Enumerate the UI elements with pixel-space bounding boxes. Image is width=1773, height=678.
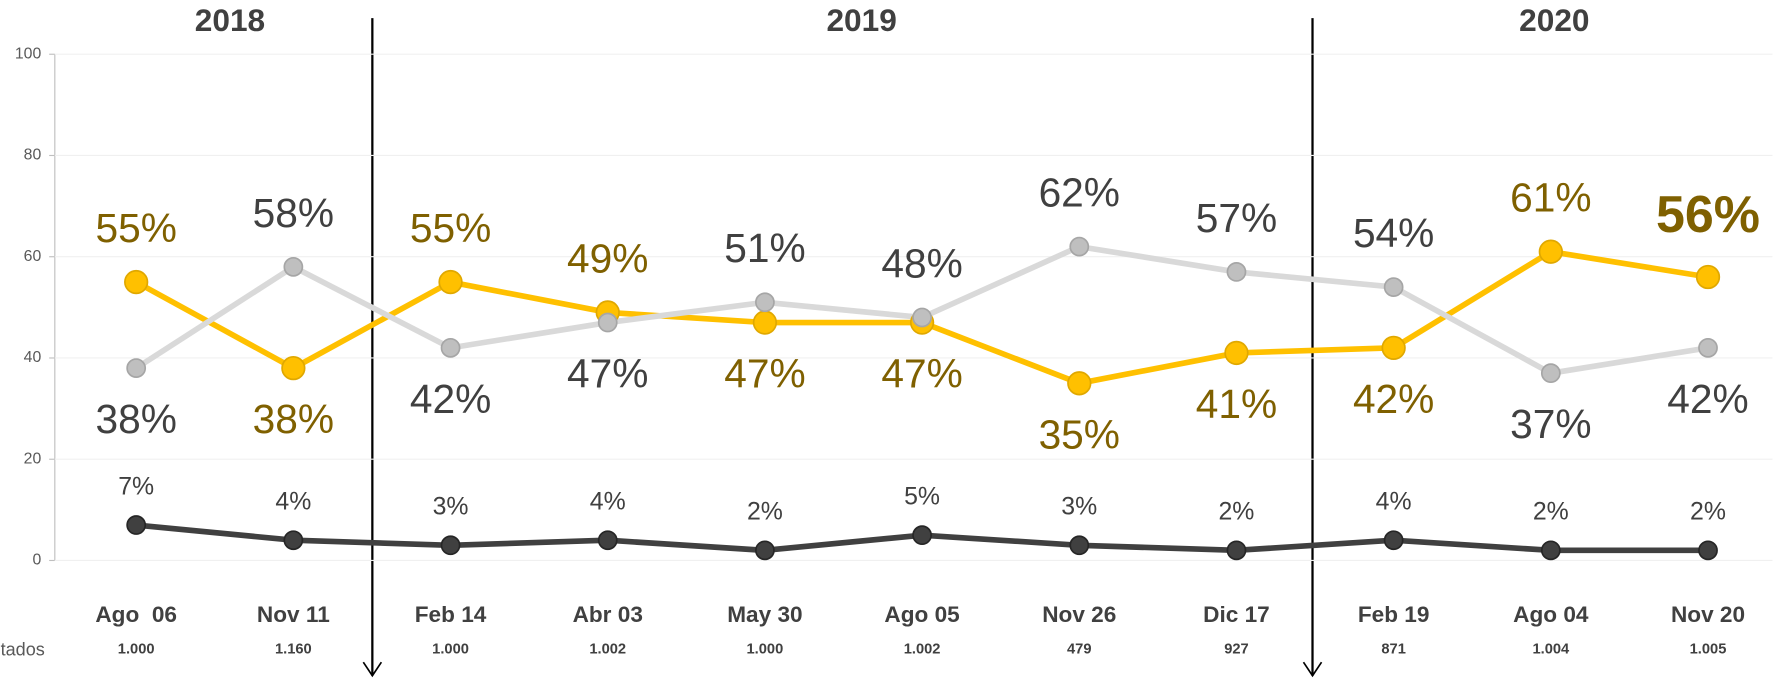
data-point	[597, 312, 618, 333]
x-tick-label: Abr 03	[573, 602, 643, 627]
data-point	[752, 310, 778, 335]
data-label: 37%	[1510, 401, 1591, 447]
data-label: 42%	[1353, 376, 1434, 422]
data-label: 2%	[1218, 498, 1254, 526]
divider-arrow	[362, 661, 383, 678]
divider-arrow	[1302, 661, 1323, 678]
data-point	[283, 530, 304, 551]
y-tick-label: 60	[24, 248, 42, 265]
data-label: 49%	[567, 235, 648, 281]
data-point	[1383, 530, 1404, 551]
data-point	[438, 269, 463, 295]
data-label: 48%	[881, 240, 962, 286]
data-point	[283, 256, 304, 277]
data-point	[912, 307, 932, 328]
data-label: 4%	[590, 488, 626, 516]
data-point	[124, 269, 149, 295]
sample-size: 479	[1067, 642, 1092, 658]
year-label: 2019	[826, 2, 896, 38]
data-label: 35%	[1039, 411, 1120, 457]
data-point	[1540, 540, 1561, 561]
y-tick-label: 20	[24, 450, 42, 467]
x-tick-label: Nov 11	[257, 602, 330, 627]
data-point	[755, 540, 775, 561]
sample-size: 1.000	[118, 642, 155, 658]
data-label: 51%	[724, 225, 805, 271]
data-label: 47%	[881, 351, 962, 397]
x-tick-label: May 30	[727, 602, 802, 627]
data-label: 42%	[1667, 376, 1748, 422]
x-tick-label: Nov 20	[1671, 602, 1745, 627]
y-tick-label: 80	[24, 147, 42, 164]
x-tick-label: Nov 26	[1042, 602, 1116, 627]
data-label: 56%	[1656, 186, 1760, 244]
y-tick-label: 0	[32, 552, 41, 569]
data-point	[755, 292, 775, 313]
sample-size: 1.160	[275, 642, 312, 658]
x-tick-label: Ago 05	[884, 602, 959, 627]
data-point	[126, 358, 147, 378]
data-point	[126, 515, 147, 535]
data-point	[1226, 262, 1247, 282]
data-label: 61%	[1510, 175, 1591, 221]
y-tick-label: 100	[15, 45, 42, 62]
data-label: 2%	[1533, 498, 1569, 526]
y-tick-label: 40	[24, 349, 42, 366]
data-point	[1226, 540, 1247, 561]
sample-size: 1.000	[432, 642, 469, 658]
x-tick-label: Ago 06	[95, 602, 177, 627]
sample-size: 1.002	[589, 642, 626, 658]
data-point	[1698, 540, 1718, 561]
data-label: 4%	[1376, 488, 1412, 516]
data-point	[1538, 239, 1563, 264]
x-tick-label: Dic 17	[1203, 602, 1270, 627]
x-tick-label: Feb 14	[415, 602, 487, 627]
sample-size: 927	[1224, 642, 1249, 658]
data-label: 62%	[1039, 170, 1120, 216]
x-tick-label: Feb 19	[1358, 602, 1430, 627]
data-label: 47%	[567, 351, 648, 397]
data-point	[912, 525, 932, 546]
data-point	[1069, 236, 1090, 257]
data-label: 3%	[1061, 493, 1097, 521]
data-point	[1698, 337, 1718, 358]
data-point	[1067, 371, 1092, 396]
data-label: 2%	[747, 498, 783, 526]
data-label: 38%	[253, 396, 334, 442]
data-label: 58%	[253, 190, 334, 236]
data-label: 55%	[95, 205, 176, 251]
data-point	[281, 355, 306, 381]
data-point	[1383, 277, 1404, 297]
data-point	[1069, 535, 1090, 556]
data-point	[1224, 340, 1249, 366]
year-label: 2018	[195, 2, 265, 38]
data-label: 41%	[1196, 381, 1277, 427]
data-point	[1540, 363, 1561, 384]
sample-size: 871	[1381, 642, 1406, 658]
data-point	[1695, 264, 1721, 290]
x-tick-label: Ago 04	[1513, 602, 1589, 627]
data-label: 4%	[275, 488, 311, 516]
side-label: tados	[1, 640, 45, 660]
data-label: 42%	[410, 376, 491, 422]
data-label: 5%	[904, 482, 940, 510]
data-point	[597, 530, 618, 551]
data-label: 54%	[1353, 210, 1434, 256]
data-label: 3%	[433, 493, 469, 521]
data-label: 55%	[410, 205, 491, 251]
year-label: 2020	[1519, 2, 1589, 38]
sample-size: 1.000	[747, 642, 784, 658]
sample-size: 1.005	[1690, 642, 1727, 658]
data-label: 57%	[1196, 195, 1277, 241]
data-point	[440, 337, 461, 358]
data-label: 38%	[95, 396, 176, 442]
data-point	[1381, 335, 1406, 361]
data-label: 2%	[1690, 498, 1726, 526]
sample-size: 1.004	[1532, 642, 1570, 658]
data-label: 7%	[118, 472, 154, 500]
data-point	[440, 535, 461, 556]
sample-size: 1.002	[904, 642, 941, 658]
data-label: 47%	[724, 351, 805, 397]
